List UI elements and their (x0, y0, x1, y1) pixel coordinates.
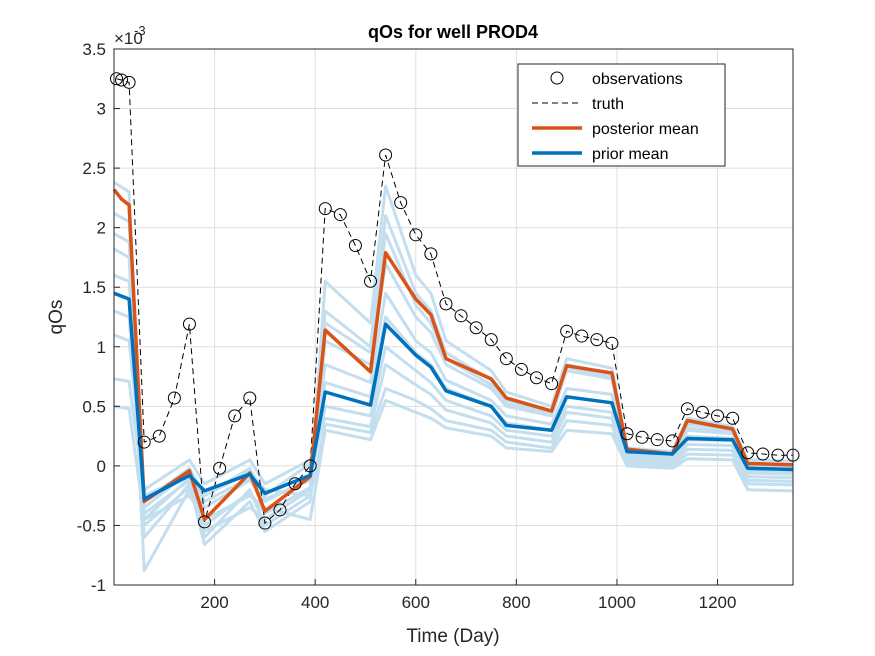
observation-marker (379, 148, 393, 162)
y-tick-label: 0.5 (82, 397, 106, 416)
prior-mean-line (113, 291, 794, 501)
observation-marker (198, 515, 212, 529)
y-axis-label: qOs (46, 300, 67, 335)
observation-marker (137, 435, 151, 449)
observation-marker (741, 446, 755, 460)
x-tick-label: 1000 (598, 593, 636, 612)
observation-marker (182, 317, 196, 331)
observation-marker (635, 430, 649, 444)
observation-marker (333, 208, 347, 222)
observation-marker (409, 228, 423, 242)
legend-item-posterior-mean: posterior mean (532, 121, 699, 138)
observation-marker (545, 377, 559, 391)
ensemble-member-line (113, 273, 794, 510)
y-tick-label: 1 (97, 338, 106, 357)
y-multiplier-base: ×10 (114, 29, 143, 48)
x-tick-label: 400 (301, 593, 329, 612)
legend: observations truth posterior mean prior … (517, 63, 726, 167)
observation-marker (771, 448, 785, 462)
x-tick-labels: 200 400 600 800 1000 1200 (200, 593, 736, 612)
observation-marker (364, 274, 378, 288)
y-multiplier-exponent: -3 (134, 23, 146, 38)
y-multiplier: ×10 -3 (114, 23, 146, 48)
legend-label: truth (592, 96, 624, 113)
observation-marker (665, 434, 679, 448)
observation-marker (394, 196, 408, 210)
legend-item-truth: truth (532, 96, 624, 113)
observation-marker (167, 391, 181, 405)
observation-marker (258, 516, 272, 530)
observation-marker (560, 324, 574, 338)
y-tick-labels: -1 -0.5 0 0.5 1 1.5 2 2.5 3 3.5 (77, 40, 106, 595)
observation-marker (590, 333, 604, 347)
observation-marker (288, 477, 302, 491)
legend-item-observations: observations (550, 71, 683, 88)
series-lines (112, 78, 794, 525)
observation-marker (575, 329, 589, 343)
y-tick-label: -1 (91, 576, 106, 595)
y-tick-label: -0.5 (77, 516, 106, 535)
observation-marker (605, 336, 619, 350)
observation-marker (243, 391, 257, 405)
legend-circle-icon (550, 71, 564, 85)
observation-marker (228, 409, 242, 423)
ensemble-member-line (113, 333, 794, 492)
y-tick-label: 2 (97, 219, 106, 238)
x-tick-label: 200 (200, 593, 228, 612)
observation-marker (695, 405, 709, 419)
legend-item-prior-mean: prior mean (532, 146, 668, 163)
observation-marker (115, 73, 129, 87)
observation-marker (122, 75, 136, 89)
ensemble-member-line (113, 309, 794, 515)
observation-marker (213, 461, 227, 475)
x-tick-label: 600 (402, 593, 430, 612)
observation-marker (529, 371, 543, 385)
x-tick-label: 800 (502, 593, 530, 612)
y-tick-label: 3.5 (82, 40, 106, 59)
observation-marker (348, 239, 362, 253)
observation-marker (499, 352, 513, 366)
observation-marker (620, 427, 634, 441)
observation-marker (726, 411, 740, 425)
observation-marker (273, 503, 287, 517)
y-tick-label: 2.5 (82, 159, 106, 178)
chart-title: qOs for well PROD4 (368, 22, 538, 42)
x-tick-label: 1200 (699, 593, 737, 612)
observation-marker (514, 362, 528, 376)
observation-marker (424, 247, 438, 261)
observation-marker (469, 321, 483, 335)
observation-marker (152, 429, 166, 443)
y-tick-label: 0 (97, 457, 106, 476)
legend-box (517, 63, 726, 167)
axes-box (113, 48, 794, 586)
observation-markers (110, 72, 800, 530)
ensemble-member-line (113, 291, 794, 504)
observation-marker (711, 409, 725, 423)
observation-marker (439, 297, 453, 311)
observation-marker (680, 402, 694, 416)
observation-marker (650, 433, 664, 447)
observation-marker (756, 447, 770, 461)
legend-label: posterior mean (592, 121, 699, 138)
legend-label: observations (592, 71, 683, 88)
observation-marker (454, 309, 468, 323)
observation-marker (303, 459, 317, 473)
observation-marker (484, 333, 498, 347)
axis-ticks (114, 48, 719, 586)
y-tick-label: 3 (97, 100, 106, 119)
x-axis-label: Time (Day) (406, 626, 499, 647)
legend-label: prior mean (592, 146, 668, 163)
observation-marker (318, 202, 332, 216)
observation-marker (110, 72, 124, 86)
y-tick-label: 1.5 (82, 278, 106, 297)
